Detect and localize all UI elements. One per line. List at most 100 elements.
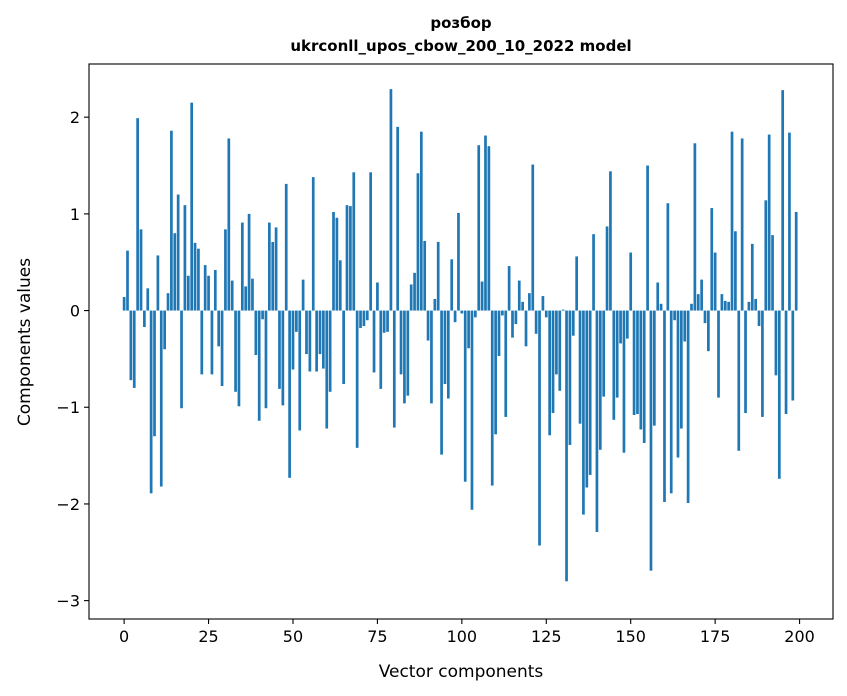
- bar-169: [693, 143, 697, 311]
- bar-79: [389, 89, 393, 311]
- bar-185: [747, 301, 751, 311]
- bar-137: [585, 310, 589, 488]
- bar-80: [392, 310, 396, 428]
- bar-155: [646, 165, 649, 311]
- bar-148: [622, 310, 626, 453]
- bar-76: [379, 310, 383, 389]
- bar-32: [230, 280, 234, 311]
- y-tick-label: −3: [56, 592, 80, 611]
- bar-24: [203, 265, 207, 311]
- bar-74: [372, 310, 376, 373]
- bar-156: [649, 310, 653, 571]
- bar-37: [247, 213, 251, 311]
- bar-34: [237, 310, 241, 407]
- bar-46: [278, 310, 281, 389]
- bar-141: [598, 310, 602, 450]
- bar-63: [335, 217, 339, 311]
- bar-162: [669, 310, 673, 494]
- bar-120: [528, 293, 531, 311]
- bar-90: [426, 310, 430, 341]
- bar-57: [315, 310, 318, 372]
- bar-174: [710, 208, 714, 311]
- bar-160: [663, 310, 666, 503]
- bar-83: [403, 310, 406, 404]
- bar-27: [213, 269, 217, 311]
- bar-78: [386, 310, 389, 332]
- bar-75: [376, 282, 379, 311]
- bar-54: [305, 310, 308, 355]
- bar-153: [639, 310, 643, 430]
- bar-20: [190, 102, 194, 311]
- x-tick-label: 0: [119, 627, 129, 646]
- bar-167: [686, 310, 690, 503]
- bar-99: [457, 212, 460, 311]
- bar-87: [416, 173, 420, 311]
- bar-131: [565, 310, 568, 582]
- bar-187: [754, 298, 758, 311]
- bar-171: [700, 279, 703, 311]
- bar-111: [497, 310, 501, 357]
- bar-146: [615, 310, 619, 398]
- bar-102: [467, 310, 470, 349]
- y-tick-label: −1: [56, 398, 80, 417]
- bar-103: [470, 310, 474, 510]
- bar-96: [446, 310, 450, 399]
- bar-71: [362, 310, 366, 327]
- bar-94: [440, 310, 443, 455]
- y-axis-ticks: −3 −2 −1 0 1 2: [56, 108, 89, 611]
- bar-100: [460, 310, 464, 314]
- bar-92: [433, 298, 437, 311]
- bar-65: [342, 310, 345, 385]
- bar-53: [301, 279, 305, 311]
- bar-179: [727, 301, 730, 311]
- x-tick-label: 200: [784, 627, 815, 646]
- bar-114: [507, 266, 511, 311]
- bar-106: [480, 281, 484, 311]
- bar-181: [734, 231, 737, 311]
- bar-140: [595, 310, 599, 532]
- bar-109: [490, 310, 494, 486]
- bar-198: [791, 310, 795, 401]
- chart-title-line2: ukrconll_upos_cbow_200_10_2022 model: [290, 37, 631, 55]
- bar-22: [197, 248, 200, 311]
- bar-128: [555, 310, 558, 375]
- bar-82: [399, 310, 403, 375]
- bar-12: [163, 310, 167, 350]
- bar-195: [781, 90, 785, 311]
- bar-67: [349, 206, 352, 311]
- bar-40: [257, 310, 261, 421]
- bar-190: [764, 200, 768, 311]
- bar-49: [288, 310, 291, 478]
- plot-frame: [88, 63, 834, 620]
- bar-196: [784, 310, 788, 415]
- bar-186: [750, 243, 754, 311]
- bar-118: [521, 301, 524, 311]
- bar-193: [774, 310, 778, 376]
- bar-84: [406, 310, 410, 396]
- bar-44: [271, 241, 275, 311]
- bar-39: [254, 310, 258, 356]
- bar-95: [443, 310, 447, 385]
- bar-26: [210, 310, 214, 375]
- bar-28: [217, 310, 221, 347]
- bar-132: [568, 310, 572, 445]
- bar-134: [575, 256, 579, 311]
- x-tick-label: 50: [283, 627, 303, 646]
- x-tick-label: 125: [531, 627, 562, 646]
- bar-168: [690, 303, 693, 311]
- bar-52: [298, 310, 302, 431]
- bar-177: [720, 294, 724, 311]
- bar-89: [423, 240, 427, 311]
- bar-59: [322, 310, 325, 369]
- bar-86: [413, 272, 416, 311]
- x-tick-label: 75: [367, 627, 387, 646]
- bar-38: [251, 278, 254, 311]
- bar-166: [683, 310, 687, 342]
- bar-98: [453, 310, 457, 323]
- bar-136: [582, 310, 585, 515]
- bar-93: [436, 241, 440, 311]
- bar-184: [744, 310, 747, 414]
- x-axis-label: Vector components: [379, 662, 544, 682]
- bar-110: [494, 310, 497, 435]
- bar-43: [267, 222, 271, 311]
